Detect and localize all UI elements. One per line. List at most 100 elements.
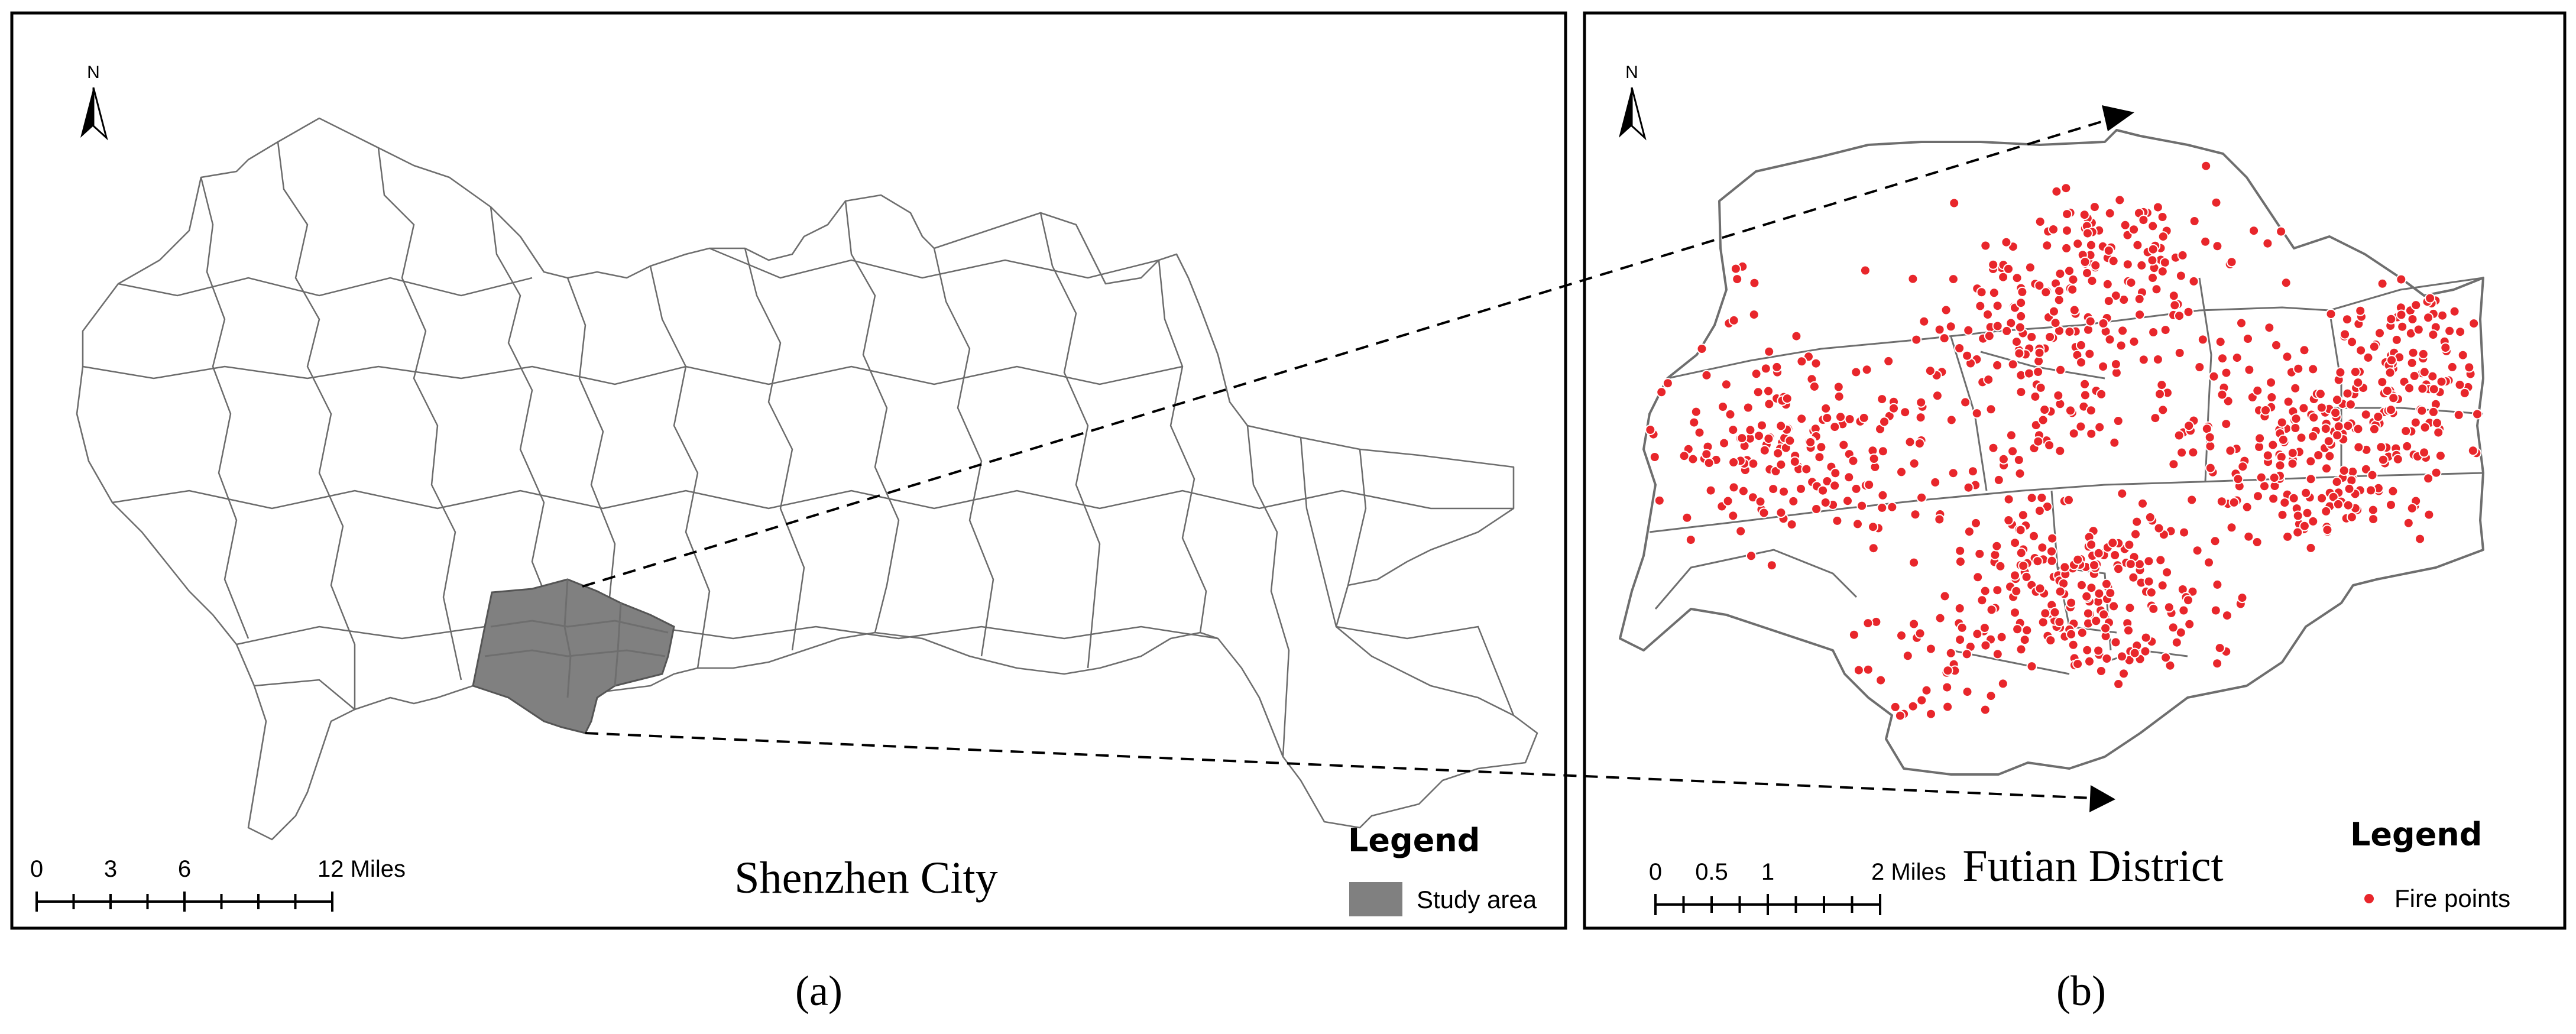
fire-point (2107, 537, 2118, 549)
fire-point (2110, 637, 2121, 648)
fire-point (1788, 495, 1799, 507)
fire-point (2016, 310, 2027, 322)
fire-point (1993, 474, 2004, 485)
fire-point (1988, 287, 2000, 299)
fire-point (1852, 518, 1863, 530)
fire-point (2188, 275, 2199, 287)
fire-point (2040, 608, 2051, 619)
fire-point (1778, 486, 1789, 497)
fire-point (2260, 405, 2271, 416)
fire-point (2282, 531, 2293, 542)
fire-point (1796, 413, 1807, 424)
fire-point (2101, 578, 2112, 589)
fire-point (2330, 407, 2341, 419)
fire-point (2175, 270, 2186, 281)
fire-point (1853, 665, 1864, 676)
fire-point (1745, 550, 1757, 562)
fire-point (2221, 367, 2232, 378)
fire-point (1940, 304, 1952, 316)
fire-point (2280, 277, 2292, 289)
fire-point (1862, 664, 1874, 675)
fire-point (2205, 462, 2216, 474)
fire-point (1689, 417, 1700, 428)
fire-point (2064, 265, 2075, 277)
fire-point (1975, 300, 1986, 312)
fire-point (2113, 679, 2124, 689)
fire-point (2076, 627, 2088, 638)
fire-point (1730, 263, 1741, 274)
fire-point (1963, 325, 1974, 336)
fire-point (2427, 371, 2438, 382)
fire-point (1992, 320, 2003, 332)
fire-point (2386, 313, 2397, 325)
fire-point (2033, 367, 2044, 377)
fire-point (1656, 387, 1667, 398)
fire-point (1719, 437, 1730, 449)
fire-point (1980, 240, 1991, 251)
fire-point (2157, 266, 2168, 277)
fire-point (2276, 417, 2287, 428)
fire-point (1954, 603, 1965, 614)
fire-point (2406, 357, 2418, 368)
fire-point (1654, 495, 1665, 506)
north-arrow-b: N (1619, 63, 1647, 141)
north-arrow-a: N (80, 63, 108, 141)
fire-point (2168, 459, 2179, 470)
fire-point (1911, 334, 1922, 345)
fire-point (1738, 485, 1749, 497)
fire-point (2222, 396, 2234, 407)
fire-point (1851, 483, 1862, 494)
fire-point (2325, 309, 2337, 320)
fire-point (2017, 286, 2028, 297)
fire-point (2163, 602, 2175, 613)
fire-point (2269, 472, 2280, 484)
fire-point (2065, 405, 2076, 416)
fire-point (2363, 352, 2374, 363)
fire-point (2113, 563, 2124, 575)
fire-point (1934, 514, 1945, 525)
fire-point (2159, 257, 2170, 268)
fire-point (2226, 257, 2237, 268)
fire-point (2321, 463, 2332, 474)
fire-point (2428, 406, 2439, 417)
fire-point (2151, 284, 2162, 295)
fire-point (2274, 460, 2286, 471)
fire-point (2266, 392, 2277, 403)
fire-point (1907, 701, 1919, 712)
fire-point (2387, 485, 2399, 497)
fire-point (2146, 587, 2157, 598)
fire-point (2340, 329, 2351, 340)
fire-point (2109, 437, 2120, 448)
fire-point (1887, 501, 1898, 513)
fire-point (2138, 354, 2149, 365)
fire-point (1820, 497, 1831, 508)
scale-bar-a-ticks (35, 892, 333, 912)
fire-point (1942, 701, 1953, 712)
fire-point (1955, 545, 1966, 556)
fire-point (2237, 592, 2248, 604)
fire-point (2171, 637, 2182, 648)
fire-point (1908, 618, 1920, 630)
fire-point (2298, 403, 2309, 414)
arrowhead-icon (2089, 785, 2115, 812)
fire-point (1979, 623, 1990, 634)
fire-point (2347, 336, 2358, 348)
fire-point (2016, 387, 2027, 398)
fire-point (2176, 447, 2188, 458)
fire-point (2367, 504, 2379, 516)
fire-point (1822, 413, 1833, 423)
fire-point (2305, 474, 2316, 485)
fire-point (2055, 586, 2066, 597)
fire-point (2313, 450, 2324, 461)
fire-point (2123, 625, 2134, 636)
fire-point (2267, 439, 2279, 450)
fire-point (2120, 219, 2131, 231)
fire-point (2117, 325, 2128, 336)
fire-point (2197, 334, 2208, 345)
fire-point (2046, 546, 2057, 557)
fire-point (2248, 225, 2260, 236)
fire-point (2419, 367, 2430, 378)
fire-point (1921, 685, 1932, 696)
fire-point (2262, 450, 2273, 461)
